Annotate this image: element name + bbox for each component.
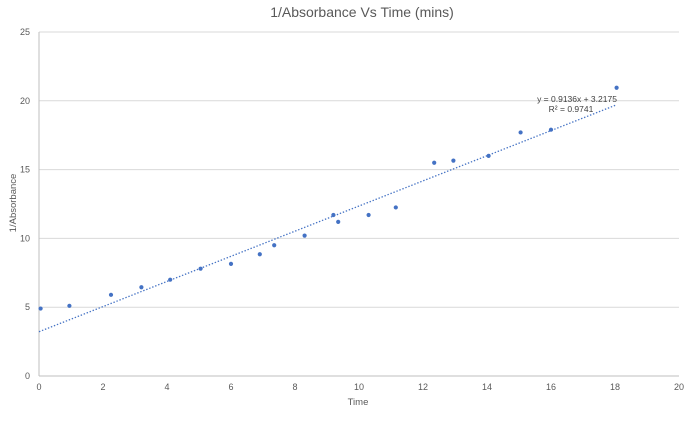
data-points — [38, 85, 619, 311]
trendline-r-squared: R² = 0.9741 — [549, 104, 594, 114]
x-tick-label-18: 18 — [610, 382, 620, 392]
data-point — [302, 233, 307, 238]
data-point — [432, 160, 437, 165]
tick-labels: 0 5 10 15 20 25 0 2 4 6 8 10 12 14 16 18 20 — [20, 27, 684, 392]
x-tick-label-16: 16 — [546, 382, 556, 392]
y-tick-label-20: 20 — [20, 96, 30, 106]
data-point — [548, 127, 554, 132]
x-tick-label-8: 8 — [292, 382, 297, 392]
y-tick-label-15: 15 — [20, 165, 30, 175]
x-tick-label-14: 14 — [482, 382, 492, 392]
data-point — [257, 252, 262, 257]
data-point — [198, 266, 203, 271]
x-tick-label-6: 6 — [228, 382, 233, 392]
x-tick-label-20: 20 — [674, 382, 684, 392]
data-point — [272, 243, 277, 248]
data-point — [518, 130, 523, 135]
trendline — [38, 104, 617, 333]
data-point — [168, 277, 173, 282]
chart-title: 1/Absorbance Vs Time (mins) — [270, 4, 454, 20]
data-point — [393, 205, 398, 210]
x-tick-label-0: 0 — [36, 382, 41, 392]
gridlines — [39, 31, 679, 308]
x-tick-label-2: 2 — [100, 382, 105, 392]
data-point — [486, 153, 491, 158]
data-point — [331, 212, 336, 218]
x-axis-label: Time — [348, 397, 369, 408]
x-tick-label-10: 10 — [354, 382, 364, 392]
data-point — [451, 158, 456, 163]
y-tick-label-10: 10 — [20, 233, 30, 243]
x-tick-label-12: 12 — [418, 382, 428, 392]
y-tick-label-25: 25 — [20, 27, 30, 37]
trendline-linear — [38, 104, 617, 333]
x-tick-label-4: 4 — [164, 382, 169, 392]
y-tick-label-5: 5 — [25, 302, 30, 312]
data-point — [108, 292, 114, 297]
trendline-equation: y = 0.9136x + 3.2175 — [537, 94, 617, 104]
y-axis-label: 1/Absorbance — [8, 174, 19, 233]
data-point — [366, 212, 371, 218]
axes — [38, 32, 679, 377]
data-point — [228, 261, 234, 266]
data-point — [38, 306, 43, 311]
data-point — [336, 219, 341, 224]
y-tick-label-0: 0 — [25, 371, 30, 381]
data-point — [614, 85, 619, 90]
data-point — [139, 285, 144, 290]
data-point — [67, 303, 72, 308]
